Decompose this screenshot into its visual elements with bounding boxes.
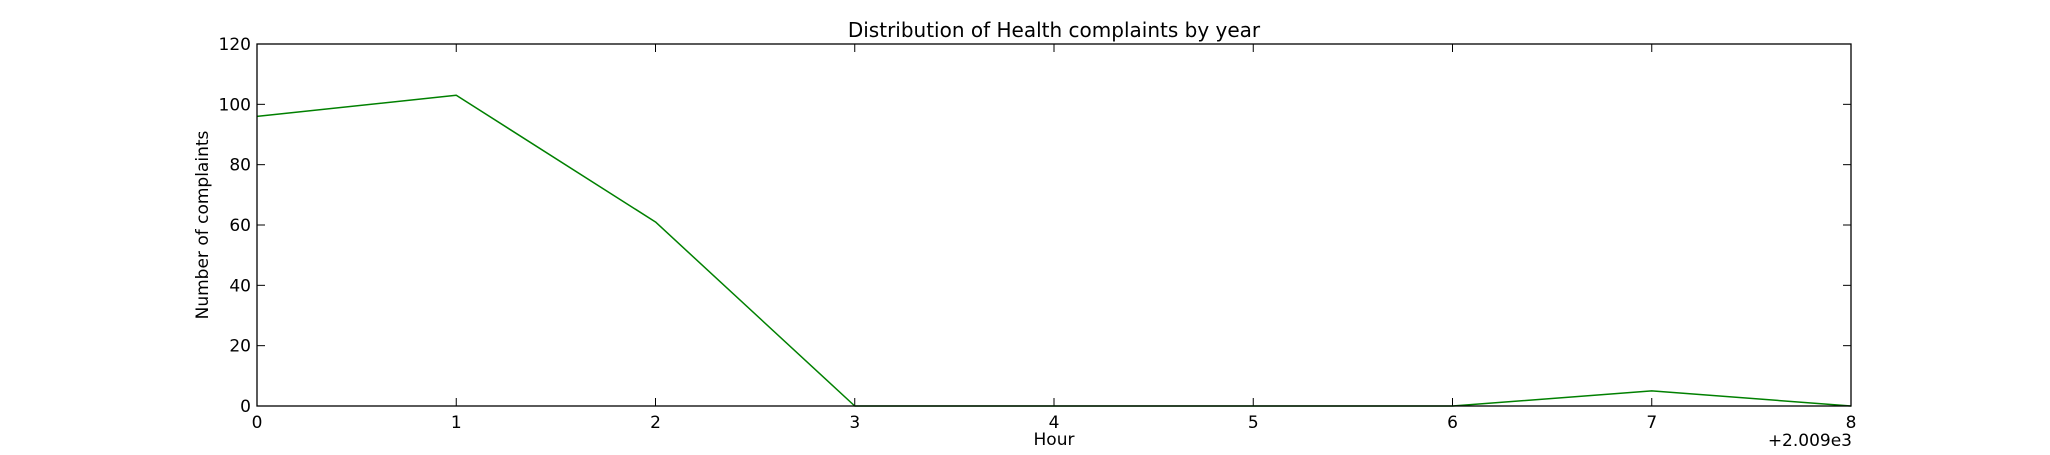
x-tick-label: 7 (1646, 413, 1657, 433)
y-tick-label: 20 (229, 337, 251, 357)
x-tick-label: 6 (1447, 413, 1458, 433)
x-tick-label: 8 (1846, 413, 1857, 433)
x-tick-label: 3 (849, 413, 860, 433)
y-axis-label: Number of complaints (193, 130, 213, 319)
x-tick-label: 1 (451, 413, 462, 433)
x-axis-offset-label: +2.009e3 (1768, 431, 1852, 450)
x-tick-label: 0 (252, 413, 263, 433)
y-tick-label: 100 (219, 95, 251, 115)
x-axis-label: Hour (1034, 430, 1075, 450)
y-tick-label: 80 (229, 156, 251, 176)
y-tick-label: 40 (229, 276, 251, 296)
x-tick-label: 5 (1248, 413, 1259, 433)
y-tick-label: 120 (219, 35, 251, 55)
chart-title: Distribution of Health complaints by yea… (848, 18, 1261, 42)
y-tick-label: 0 (240, 397, 251, 417)
plot-area-frame (256, 43, 1852, 407)
x-tick-label: 2 (650, 413, 661, 433)
x-tick-label: 4 (1049, 413, 1060, 433)
y-tick-label: 60 (229, 216, 251, 236)
